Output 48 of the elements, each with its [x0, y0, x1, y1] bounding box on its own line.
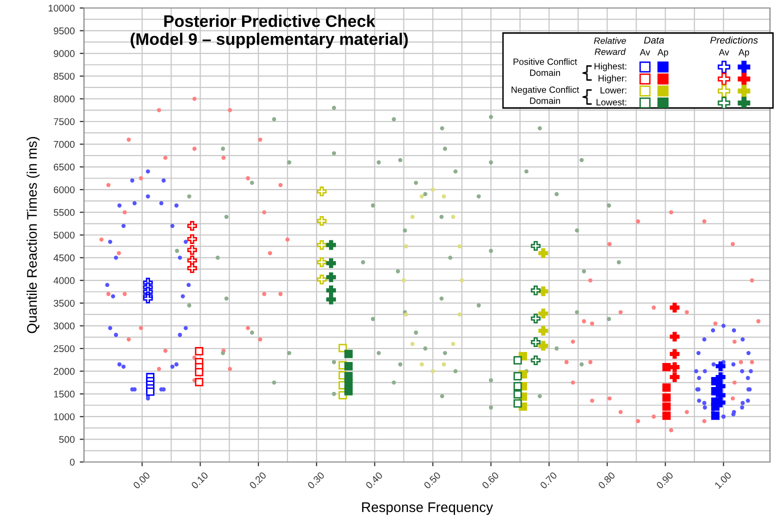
annotation: Ap: [657, 49, 668, 58]
y-tick-label: 8500: [54, 72, 75, 80]
annotation: Positive Conflict Domain: [514, 58, 578, 76]
y-tick-label: 4000: [54, 277, 75, 284]
y-tick-label: 1500: [54, 390, 75, 398]
y-tick-label: 8000: [54, 96, 75, 102]
annotation: Av: [718, 49, 730, 56]
y-tick-label: 2500: [54, 345, 75, 352]
x-tick-label: 0.00: [132, 471, 150, 490]
y-tick-label: 9000: [54, 50, 75, 58]
y-tick-label: 500: [59, 436, 75, 443]
x-tick-label: 1.00: [714, 471, 732, 489]
y-tick-label: 3000: [54, 322, 75, 330]
x-tick-label: 0.40: [365, 471, 383, 490]
y-tick-label: 5000: [54, 232, 75, 239]
annotation: Negative Conflict Domain: [512, 86, 580, 104]
x-tick-label: 0.80: [598, 471, 616, 490]
y-tick-label: 2000: [54, 368, 75, 375]
x-tick-label: 0.30: [307, 471, 325, 490]
x-tick-label: 0.60: [482, 471, 500, 490]
text: Posterior Predictive Check (Model 9 – supplementary material): [130, 14, 408, 48]
x-axis-title: Response Frequency: [362, 502, 493, 515]
y-tick-label: 7500: [54, 118, 75, 126]
x-tick-label: 0.90: [656, 471, 674, 490]
y-tick-label: 4500: [54, 254, 75, 262]
legend-label: Lowest:: [596, 99, 626, 106]
y-tick-label: 0: [70, 458, 75, 466]
x-tick-label: 0.10: [190, 471, 209, 490]
y-axis-title: Quantile Reaction Times (in ms): [26, 137, 40, 334]
y-tick-label: 9500: [54, 27, 75, 34]
x-tick-label: 0.20: [248, 471, 267, 490]
annotation: Data: [644, 36, 664, 44]
x-tick-label: 0.50: [423, 471, 442, 490]
y-tick-label: 10000: [48, 4, 75, 12]
x-tick-label: 0.70: [540, 471, 558, 490]
y-tick-label: 5500: [54, 209, 75, 216]
annotation: Predictions: [710, 36, 758, 44]
annotation: Ap: [738, 49, 750, 58]
annotation: Av: [640, 49, 650, 56]
annotation: Relative Reward: [594, 37, 626, 55]
legend-label: Lower:: [600, 87, 626, 94]
y-tick-label: 7000: [54, 140, 75, 148]
legend-label: Higher:: [598, 74, 626, 84]
y-tick-label: 1000: [54, 413, 75, 420]
y-tick-label: 6500: [54, 164, 75, 171]
y-tick-label: 3500: [54, 300, 75, 307]
y-tick-label: 6000: [54, 186, 75, 194]
legend-label: Highest:: [594, 62, 626, 72]
